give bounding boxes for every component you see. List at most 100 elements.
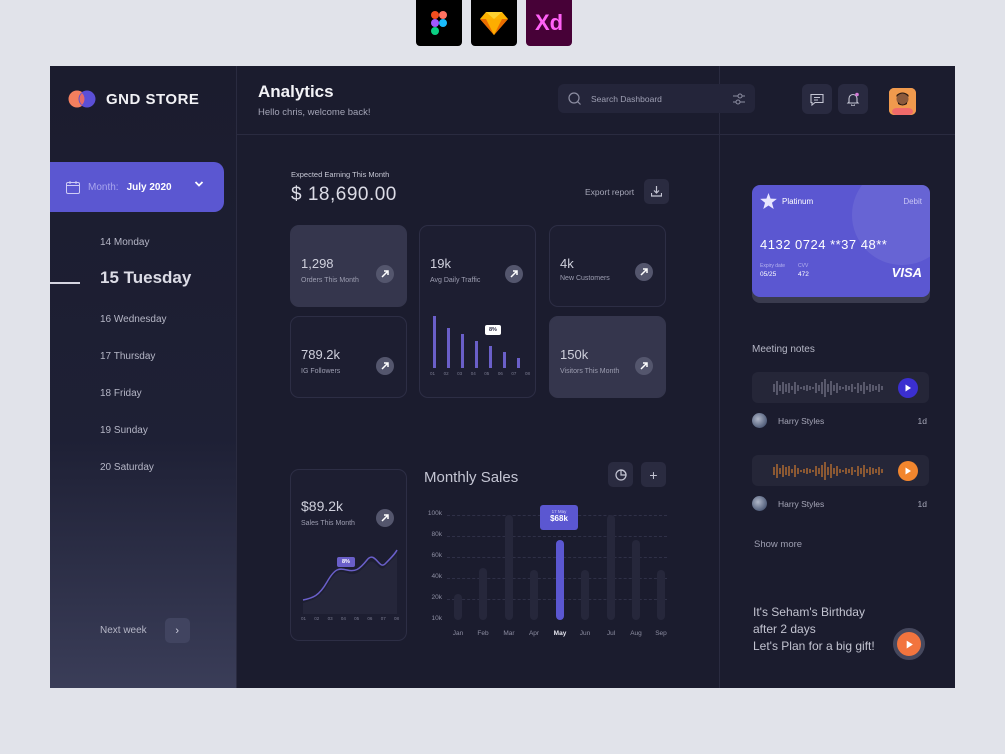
audio-note-1[interactable] — [752, 372, 929, 403]
right-panel-divider — [719, 66, 720, 688]
download-icon — [651, 186, 662, 197]
sales-bar-feb[interactable] — [479, 568, 487, 620]
arrow-up-right-icon[interactable] — [376, 265, 394, 283]
stat-card-visitors[interactable]: 150k Visitors This Month — [549, 316, 666, 398]
sales-value: $89.2k — [301, 498, 344, 514]
search-bar[interactable]: Search Dashboard — [558, 84, 755, 113]
day-item-active[interactable]: 15 Tuesday — [100, 268, 192, 287]
play-icon — [905, 384, 911, 392]
play-icon — [905, 467, 911, 475]
waveform-icon — [773, 462, 883, 480]
show-more-link[interactable]: Show more — [754, 539, 803, 550]
grid-line — [447, 536, 667, 537]
play-button[interactable] — [898, 378, 918, 398]
day-list: 14 Monday 15 Tuesday 16 Wednesday 17 Thu… — [100, 236, 191, 498]
arrow-up-right-icon[interactable] — [505, 265, 523, 283]
sales-bar-jul[interactable] — [607, 515, 615, 620]
note-meta-1: Harry Styles 1d — [752, 413, 927, 428]
arrow-up-right-icon[interactable] — [635, 263, 653, 281]
arrow-up-right-icon[interactable] — [376, 509, 394, 527]
sketch-icon — [471, 0, 517, 46]
sales-bar-may[interactable] — [556, 540, 564, 620]
arrow-up-right-icon[interactable] — [635, 357, 653, 375]
tooltip-date: 17 May — [551, 509, 567, 514]
day-item[interactable]: 19 Sunday — [100, 425, 148, 436]
sales-bar-aug[interactable] — [632, 540, 640, 620]
stat-label: New Customers — [560, 275, 610, 282]
sales-bar-mar[interactable] — [505, 515, 513, 620]
credit-card[interactable]: Platinum Debit 4132 0724 **37 48** Expir… — [752, 185, 930, 297]
day-item[interactable]: 17 Thursday — [100, 351, 156, 362]
filter-icon[interactable] — [733, 93, 745, 105]
stat-card-orders[interactable]: 1,298 Orders This Month — [290, 225, 407, 307]
visa-logo: VISA — [891, 265, 922, 280]
notifications-button[interactable] — [838, 84, 868, 114]
stat-card-traffic[interactable]: 19k Avg Daily Traffic 8% 01 02 03 04 05 06 07 0… — [419, 225, 536, 398]
y-tick: 80k — [431, 531, 442, 538]
tick: 06 — [367, 616, 373, 621]
monthly-sales-title: Monthly Sales — [424, 469, 519, 486]
tick: 02 — [314, 616, 320, 621]
birthday-play-button[interactable] — [893, 628, 925, 660]
x-tick: Aug — [630, 630, 642, 637]
tick: 04 — [340, 616, 346, 621]
x-tick: Feb — [477, 630, 489, 637]
calendar-icon — [66, 180, 80, 194]
brand-name: GND STORE — [106, 90, 200, 108]
user-avatar[interactable] — [889, 88, 916, 115]
stat-card-ig-followers[interactable]: 789.2k IG Followers — [290, 316, 407, 398]
chart-type-button[interactable] — [608, 462, 633, 487]
tick: 03 — [457, 371, 463, 376]
day-item[interactable]: 16 Wednesday — [100, 314, 167, 325]
note-author: Harry Styles — [778, 415, 825, 426]
sales-bar-jun[interactable] — [581, 570, 589, 620]
day-item[interactable]: 20 Saturday — [100, 462, 154, 473]
sales-card[interactable]: $89.2k Sales This Month 8% 01 02 03 04 05 06 0… — [290, 469, 407, 641]
x-tick: Jul — [606, 630, 616, 637]
brand-logo[interactable]: GND STORE — [68, 90, 199, 108]
day-item[interactable]: 14 Monday — [100, 237, 150, 248]
play-button[interactable] — [898, 461, 918, 481]
tick: 07 — [380, 616, 386, 621]
cvv-label: CVV — [798, 263, 809, 269]
arrow-up-right-icon[interactable] — [376, 357, 394, 375]
play-icon — [906, 640, 913, 648]
xd-label: Xd — [534, 10, 564, 35]
audio-note-2[interactable] — [752, 455, 929, 486]
export-report-button[interactable] — [644, 179, 669, 204]
header-divider — [237, 134, 955, 135]
tick: 01 — [430, 371, 436, 376]
note-avatar — [752, 413, 767, 428]
month-picker[interactable]: Month: July 2020 — [50, 162, 224, 212]
next-week: Next week › — [100, 618, 190, 643]
y-tick: 10k — [431, 615, 442, 622]
tick: 08 — [524, 371, 530, 376]
plus-icon: + — [649, 466, 658, 483]
y-tick: 60k — [431, 552, 442, 559]
x-tick: Jun — [579, 630, 591, 637]
add-button[interactable]: + — [641, 462, 666, 487]
sales-bar-sep[interactable] — [657, 570, 665, 620]
earning-label: Expected Earning This Month — [291, 170, 390, 179]
next-week-button[interactable]: › — [164, 618, 190, 643]
avatar-image — [889, 88, 916, 115]
x-tick: Apr — [528, 630, 540, 637]
earning-value: $ 18,690.00 — [291, 184, 397, 205]
messages-button[interactable] — [802, 84, 832, 114]
welcome-subtitle: Hello chris, welcome back! — [258, 107, 371, 118]
dashboard-app: GND STORE Month: July 2020 14 Monday 15 … — [50, 66, 955, 688]
card-number: 4132 0724 **37 48** — [760, 237, 888, 252]
sales-bar-jan[interactable] — [454, 594, 462, 620]
sales-bar-apr[interactable] — [530, 570, 538, 620]
search-input[interactable]: Search Dashboard — [591, 93, 662, 104]
stat-value: 4k — [560, 256, 574, 271]
tick: 05 — [484, 371, 490, 376]
stat-card-customers[interactable]: 4k New Customers — [549, 225, 666, 307]
star-icon — [760, 193, 777, 209]
sales-line-chart — [302, 549, 398, 614]
xd-icon: Xd — [526, 0, 572, 46]
page-title: Analytics — [258, 82, 334, 101]
export-report-label[interactable]: Export report — [585, 187, 635, 197]
chevron-down-icon[interactable] — [194, 179, 204, 189]
day-item[interactable]: 18 Friday — [100, 388, 142, 399]
